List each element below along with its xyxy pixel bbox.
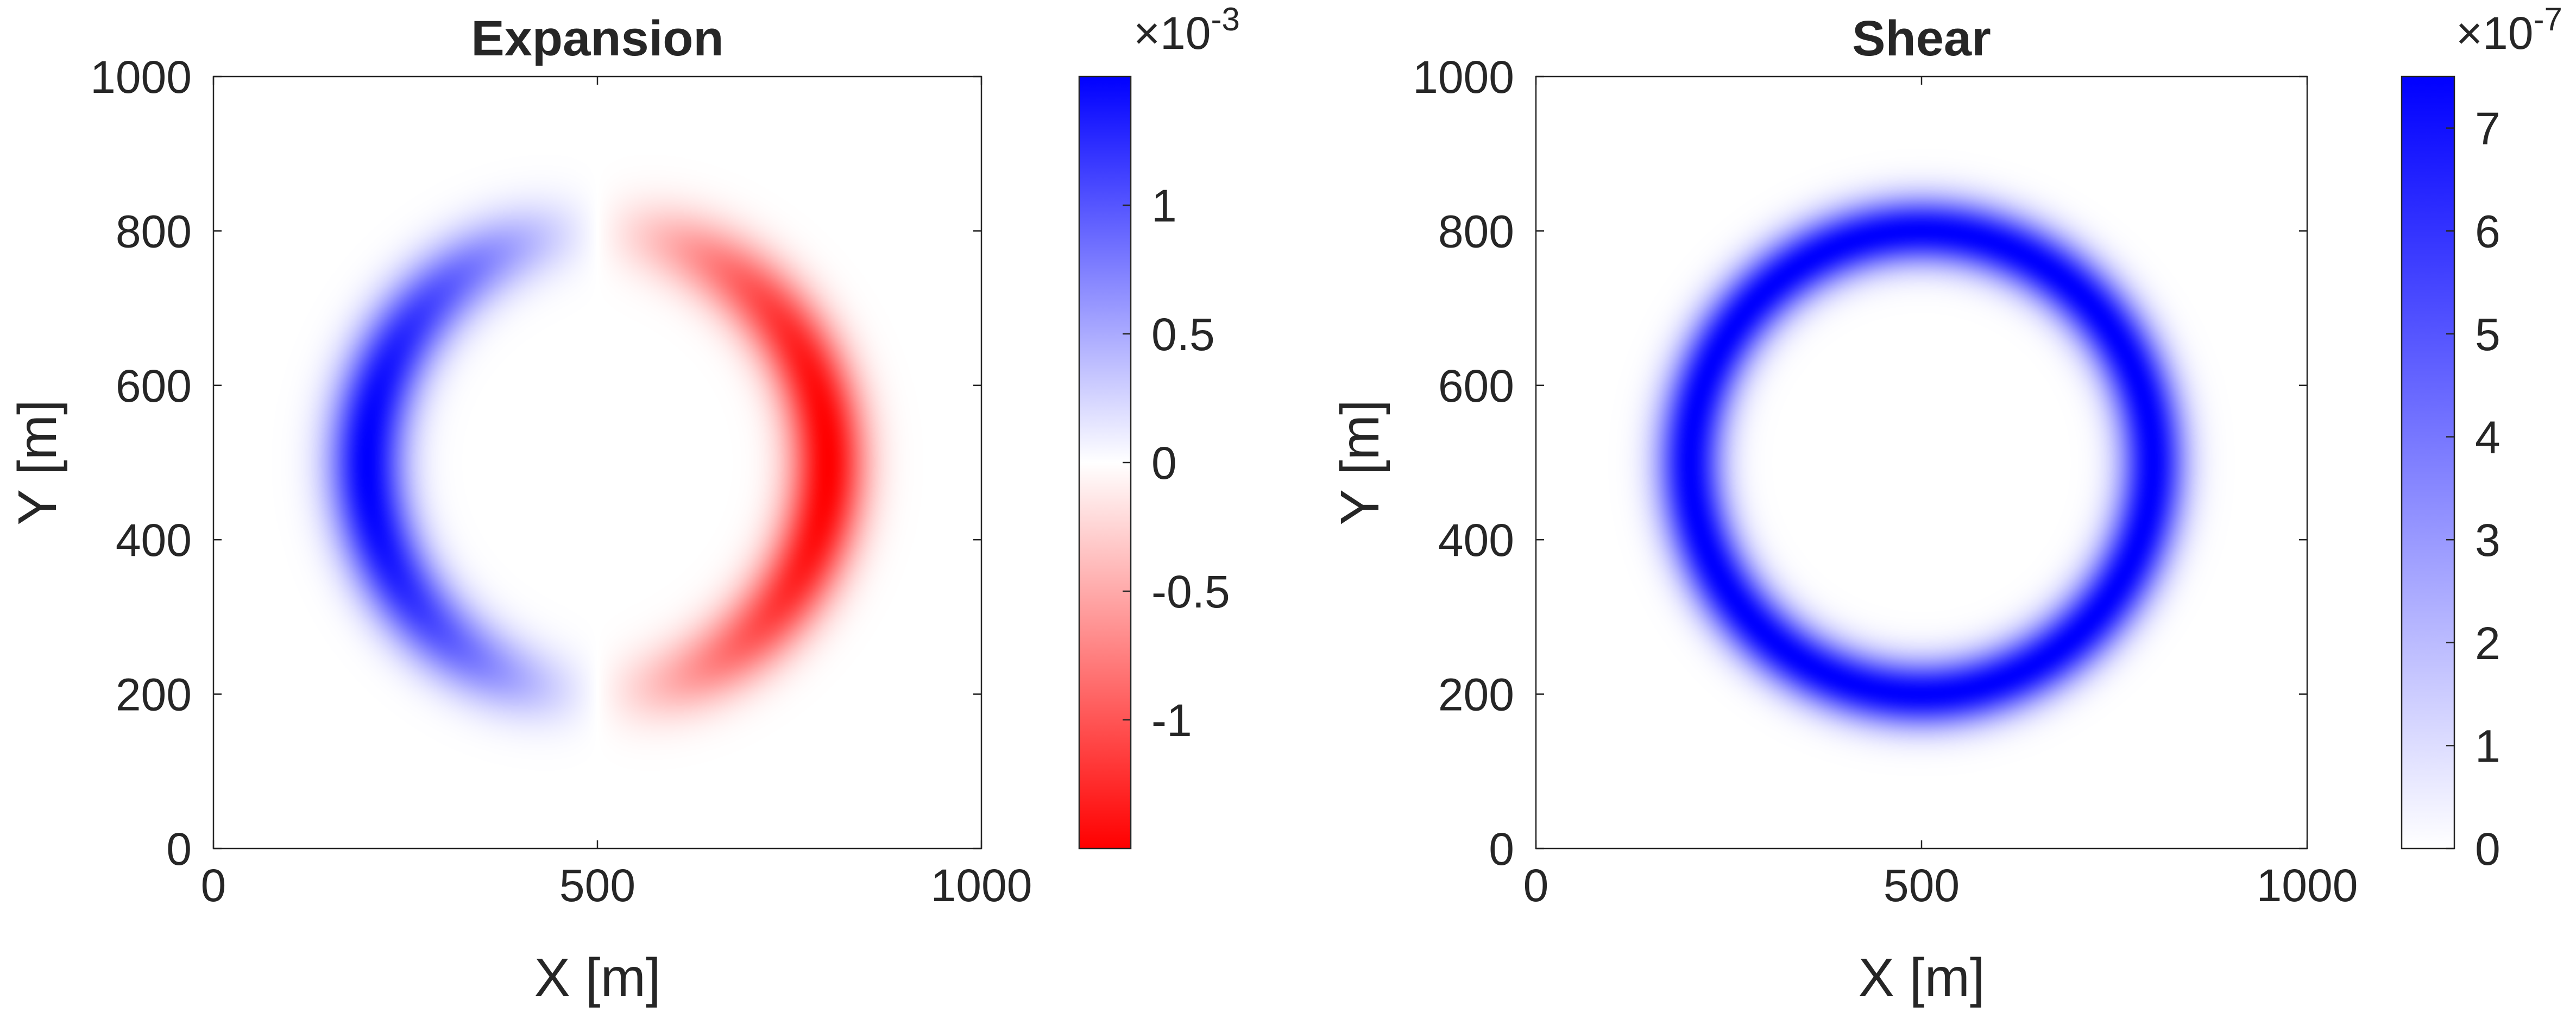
x-tick-label: 1000 — [2257, 860, 2358, 911]
colorbar-tick-label: -1 — [1151, 695, 1192, 746]
x-axis-label: X [m] — [534, 947, 660, 1008]
y-tick-label: 0 — [166, 824, 192, 875]
y-axis-label: Y [m] — [1330, 400, 1390, 526]
y-tick-label: 600 — [116, 360, 192, 411]
colorbar-tick-label: 0.5 — [1151, 309, 1215, 360]
colorbar-tick-label: 7 — [2475, 103, 2501, 154]
y-tick-label: 800 — [116, 206, 192, 257]
y-tick-label: 1000 — [1413, 52, 1514, 103]
colorbar-tick-label: 0 — [1151, 438, 1177, 489]
colorbar — [2401, 75, 2455, 850]
x-axis-label: X [m] — [1858, 947, 1985, 1008]
heatmap-field-2 — [1536, 77, 2307, 849]
y-tick-label: 0 — [1489, 824, 1514, 875]
chart-title: Shear — [1852, 11, 1991, 66]
y-tick-label: 200 — [116, 669, 192, 720]
chart-2: Shear 0 500 1000 0 200 400 600 800 1000 X [m] Y [m]… — [1330, 1, 2562, 1008]
colorbar-exponent: ×10-3 — [1133, 1, 1240, 59]
chart-1: Expansion 0 500 1000 0 200 400 600 800 1000 X [m] Y… — [7, 1, 1240, 1008]
y-tick-label: 800 — [1438, 206, 1514, 257]
colorbar-tick-label: 1 — [1151, 180, 1177, 231]
colorbar — [1078, 75, 1132, 850]
colorbar-tick-label: 4 — [2475, 412, 2501, 463]
colorbar-tick-label: 5 — [2475, 309, 2501, 360]
colorbar-tick-label: 2 — [2475, 618, 2501, 669]
x-tick-label: 500 — [1884, 860, 1960, 911]
x-tick-label: 0 — [201, 860, 226, 911]
y-tick-label: 200 — [1438, 669, 1514, 720]
x-tick-label: 1000 — [931, 860, 1032, 911]
y-axis-label: Y [m] — [7, 400, 68, 526]
heatmap-field-1 — [213, 77, 981, 849]
colorbar-tick-label: 1 — [2475, 720, 2501, 771]
colorbar-tick-label: 0 — [2475, 824, 2501, 875]
x-tick-label: 0 — [1523, 860, 1549, 911]
y-tick-label: 1000 — [90, 52, 192, 103]
y-tick-label: 400 — [116, 515, 192, 566]
x-tick-label: 500 — [559, 860, 635, 911]
y-tick-label: 600 — [1438, 360, 1514, 411]
colorbar-exponent: ×10-7 — [2456, 1, 2562, 59]
colorbar-tick-label: -0.5 — [1151, 566, 1230, 617]
colorbar-tick-label: 6 — [2475, 206, 2501, 257]
colorbar-tick-label: 3 — [2475, 515, 2501, 566]
y-tick-label: 400 — [1438, 515, 1514, 566]
chart-title: Expansion — [471, 11, 723, 66]
